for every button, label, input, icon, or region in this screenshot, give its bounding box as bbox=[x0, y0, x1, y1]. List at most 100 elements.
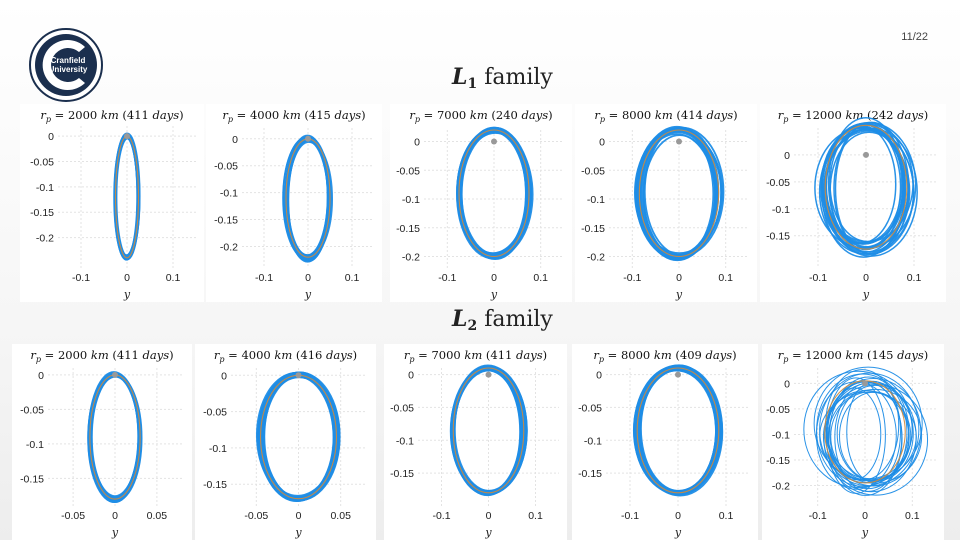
y-tick-label: -0.1 bbox=[26, 439, 44, 451]
x-tick-label: 0 bbox=[112, 510, 118, 522]
x-tick-label: 0.05 bbox=[330, 510, 351, 522]
orbit-trajectory bbox=[450, 366, 527, 493]
chart-svg: rp = 7000 km (240 days) -0.1 0 0.1 0 -0.05 -0.… bbox=[396, 108, 564, 301]
chart-svg: rp = 8000 km (409 days) -0.1 0 0.1 0 -0.05 -0.… bbox=[578, 348, 750, 539]
y-tick-label: -0.15 bbox=[766, 231, 790, 243]
x-axis-label: y bbox=[294, 526, 302, 539]
orbit-chart-2: rp = 4000 km (415 days) -0.1 0 0.1 0 -0.05 -0.… bbox=[206, 104, 382, 302]
x-tick-label: 0.05 bbox=[147, 510, 168, 522]
x-tick-label: 0 bbox=[863, 272, 869, 284]
chart-title: rp = 8000 km (409 days) bbox=[593, 348, 736, 364]
y-tick-label: -0.15 bbox=[20, 473, 44, 485]
y-tick-label: -0.15 bbox=[390, 468, 414, 480]
body-marker bbox=[863, 151, 869, 158]
family-word: family bbox=[484, 307, 553, 332]
y-tick-label: -0.05 bbox=[766, 404, 790, 416]
y-tick-label: 0 bbox=[414, 137, 420, 149]
chart-title: rp = 8000 km (414 days) bbox=[594, 108, 737, 124]
y-tick-label: -0.1 bbox=[220, 188, 238, 200]
x-tick-label: 0 bbox=[124, 272, 130, 284]
x-tick-label: 0.1 bbox=[528, 510, 543, 522]
family-symbol: L bbox=[452, 64, 468, 90]
x-axis-label: y bbox=[490, 288, 498, 301]
x-tick-label: -0.1 bbox=[809, 272, 827, 284]
orbit-chart-3: rp = 7000 km (240 days) -0.1 0 0.1 0 -0.05 -0.… bbox=[390, 104, 572, 302]
x-tick-label: 0.1 bbox=[718, 272, 733, 284]
y-tick-label: -0.1 bbox=[396, 435, 414, 447]
nominal-orbit bbox=[824, 124, 908, 250]
x-tick-label: 0 bbox=[676, 272, 682, 284]
orbit-trajectory bbox=[636, 131, 718, 261]
chart-title: rp = 2000 km (411 days) bbox=[40, 108, 183, 124]
nominal-orbit bbox=[638, 129, 720, 258]
x-tick-label: -0.1 bbox=[623, 272, 641, 284]
x-tick-label: -0.05 bbox=[61, 510, 85, 522]
chart-title: rp = 7000 km (411 days) bbox=[404, 348, 547, 364]
chart-svg: rp = 12000 km (242 days) -0.1 0 0.1 0 -0.05 -0… bbox=[766, 108, 938, 301]
y-tick-label: -0.15 bbox=[203, 479, 227, 491]
nominal-orbit bbox=[458, 129, 530, 258]
cranfield-logo: Cranfield University bbox=[29, 28, 103, 102]
orbit-chart-5: rp = 12000 km (242 days) -0.1 0 0.1 0 -0.05 -0… bbox=[760, 104, 946, 302]
nominal-orbit bbox=[636, 367, 720, 494]
y-tick-label: 0 bbox=[784, 378, 790, 390]
chart-title: rp = 4000 km (416 days) bbox=[214, 348, 357, 364]
y-tick-label: -0.1 bbox=[209, 443, 227, 455]
chart-svg: rp = 8000 km (414 days) -0.1 0 0.1 0 -0.05 -0.… bbox=[581, 108, 749, 301]
x-tick-label: 0 bbox=[305, 272, 311, 284]
y-tick-label: -0.05 bbox=[581, 165, 605, 177]
y-tick-label: 0 bbox=[596, 370, 602, 382]
y-tick-label: -0.1 bbox=[584, 435, 602, 447]
nominal-orbit bbox=[452, 367, 525, 494]
x-axis-label: y bbox=[111, 526, 119, 539]
x-axis-label: y bbox=[123, 288, 131, 301]
orbit-chart-9: rp = 8000 km (409 days) -0.1 0 0.1 0 -0.05 -0.… bbox=[572, 344, 758, 540]
orbit-chart-6: rp = 2000 km (411 days) -0.05 0 0.05 0 -0.05 -… bbox=[12, 344, 192, 540]
orbit-chart-8: rp = 7000 km (411 days) -0.1 0 0.1 0 -0.05 -0.… bbox=[384, 344, 567, 540]
body-marker bbox=[112, 371, 118, 378]
orbit-bundle bbox=[282, 134, 334, 263]
family-symbol: L bbox=[452, 306, 468, 332]
y-tick-label: -0.05 bbox=[20, 404, 44, 416]
y-tick-label: -0.1 bbox=[36, 182, 54, 194]
logo-line-1: Cranfield bbox=[51, 56, 86, 65]
y-tick-label: -0.2 bbox=[772, 481, 790, 493]
chart-svg: rp = 2000 km (411 days) -0.1 0 0.1 0 -0.05 -0.… bbox=[30, 108, 196, 301]
y-tick-label: 0 bbox=[408, 370, 414, 382]
body-marker bbox=[675, 371, 681, 378]
orbit-chart-7: rp = 4000 km (416 days) -0.05 0 0.05 0 -0.05 -… bbox=[195, 344, 376, 540]
x-tick-label: 0 bbox=[491, 272, 497, 284]
x-tick-label: 0.1 bbox=[533, 272, 548, 284]
y-tick-label: -0.1 bbox=[402, 194, 420, 206]
logo-line-2: University bbox=[49, 65, 88, 74]
y-tick-label: -0.05 bbox=[30, 157, 54, 169]
y-tick-label: -0.15 bbox=[581, 223, 605, 235]
y-tick-label: 0 bbox=[221, 370, 227, 382]
orbit-chart-1: rp = 2000 km (411 days) -0.1 0 0.1 0 -0.05 -0.… bbox=[20, 104, 204, 302]
family-subscript: 2 bbox=[467, 318, 478, 334]
x-tick-label: 0.1 bbox=[345, 272, 360, 284]
y-tick-label: -0.05 bbox=[390, 402, 414, 414]
y-tick-label: 0 bbox=[599, 137, 605, 149]
body-marker bbox=[295, 372, 302, 379]
x-axis-label: y bbox=[861, 526, 869, 539]
family-subscript: 1 bbox=[467, 76, 478, 92]
orbit-trajectory bbox=[633, 364, 722, 494]
x-tick-label: -0.1 bbox=[621, 510, 639, 522]
body-marker bbox=[491, 138, 497, 145]
y-tick-label: -0.2 bbox=[402, 252, 420, 264]
y-tick-label: -0.15 bbox=[396, 223, 420, 235]
chart-svg: rp = 2000 km (411 days) -0.05 0 0.05 0 -0.05 -… bbox=[20, 348, 182, 539]
y-tick-label: -0.2 bbox=[220, 241, 238, 253]
x-tick-label: 0 bbox=[486, 510, 492, 522]
y-tick-label: -0.2 bbox=[587, 252, 605, 264]
chart-svg: rp = 4000 km (415 days) -0.1 0 0.1 0 -0.05 -0.… bbox=[214, 108, 374, 301]
chart-title: rp = 12000 km (242 days) bbox=[778, 108, 929, 124]
body-marker bbox=[305, 135, 311, 142]
x-tick-label: 0.1 bbox=[719, 510, 734, 522]
y-tick-label: -0.1 bbox=[587, 194, 605, 206]
orbit-bundle bbox=[113, 132, 141, 261]
x-tick-label: 0.1 bbox=[166, 272, 181, 284]
body-marker bbox=[124, 133, 130, 140]
x-tick-label: -0.1 bbox=[255, 272, 273, 284]
